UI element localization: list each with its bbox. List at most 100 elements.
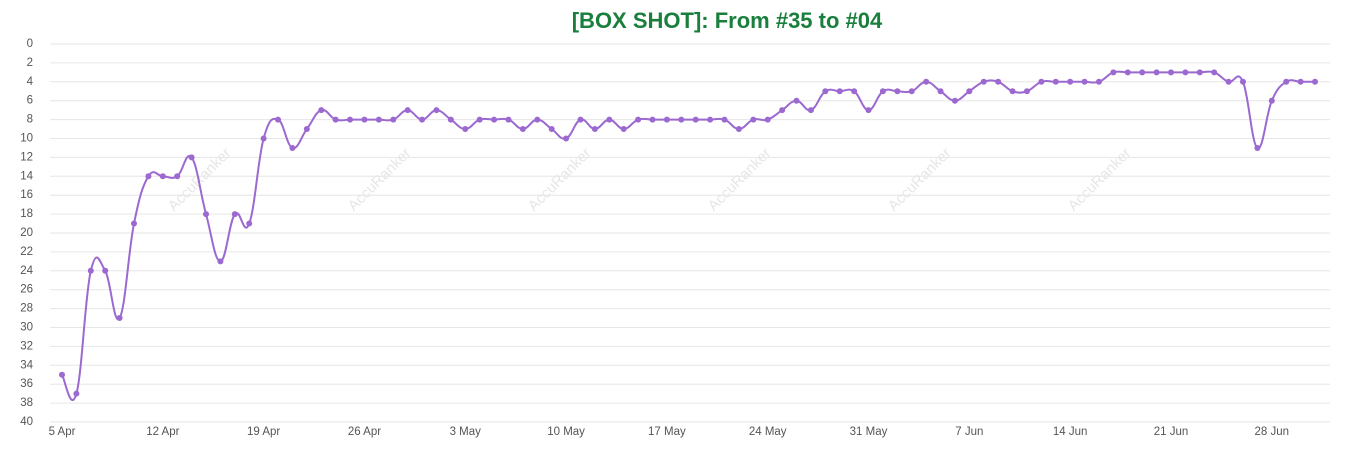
y-tick-label: 38 (20, 397, 33, 409)
point (1153, 69, 1160, 76)
point (692, 116, 699, 123)
point (347, 116, 354, 123)
x-tick-label: 7 Jun (955, 426, 983, 438)
point (491, 116, 498, 123)
point (404, 107, 411, 114)
point (577, 116, 584, 123)
point (879, 88, 886, 95)
watermark: AccuRanker (1065, 145, 1135, 215)
point (966, 88, 973, 95)
point (606, 116, 613, 123)
point (275, 116, 282, 123)
point (851, 88, 858, 95)
point (822, 88, 829, 95)
point (231, 211, 238, 218)
point (865, 107, 872, 114)
point (462, 126, 469, 133)
point (534, 116, 541, 123)
y-tick-label: 22 (20, 246, 33, 258)
y-tick-label: 40 (20, 416, 33, 428)
point (505, 116, 512, 123)
x-tick-label: 28 Jun (1255, 426, 1290, 438)
point (1254, 144, 1261, 151)
y-tick-label: 0 (27, 38, 33, 50)
y-tick-label: 18 (20, 208, 33, 220)
point (548, 126, 555, 133)
y-tick-label: 16 (20, 189, 33, 201)
x-tick-label: 31 May (850, 426, 888, 438)
point (563, 135, 570, 142)
point (1139, 69, 1146, 76)
point (591, 126, 598, 133)
point (1211, 69, 1218, 76)
y-tick-label: 20 (20, 227, 33, 239)
point (260, 135, 267, 142)
point (635, 116, 642, 123)
point (721, 116, 728, 123)
point (1225, 78, 1232, 85)
point (419, 116, 426, 123)
point (995, 78, 1002, 85)
point (894, 88, 901, 95)
point (836, 88, 843, 95)
point (1038, 78, 1045, 85)
y-tick-label: 14 (20, 170, 33, 182)
x-tick-label: 21 Jun (1154, 426, 1189, 438)
point (159, 173, 166, 180)
point (793, 97, 800, 104)
watermark: AccuRanker (165, 145, 235, 215)
point (764, 116, 771, 123)
y-tick-label: 28 (20, 303, 33, 315)
point (375, 116, 382, 123)
point (1110, 69, 1117, 76)
point (1283, 78, 1290, 85)
point (476, 116, 483, 123)
point (1239, 78, 1246, 85)
point (735, 126, 742, 133)
point (332, 116, 339, 123)
point (188, 154, 195, 161)
point (1081, 78, 1088, 85)
point (1023, 88, 1030, 95)
point (750, 116, 757, 123)
y-tick-label: 6 (27, 95, 33, 107)
x-tick-label: 26 Apr (348, 426, 381, 438)
y-tick-label: 36 (20, 378, 33, 390)
watermark: AccuRanker (885, 145, 955, 215)
point (908, 88, 915, 95)
point (116, 315, 123, 322)
y-tick-label: 10 (20, 133, 33, 145)
y-tick-label: 30 (20, 322, 33, 334)
point (1095, 78, 1102, 85)
point (707, 116, 714, 123)
point (1312, 78, 1318, 85)
point (1009, 88, 1016, 95)
x-tick-label: 5 Apr (49, 426, 76, 438)
point (131, 220, 138, 227)
point (1167, 69, 1174, 76)
line (61, 70, 1315, 401)
point (203, 211, 210, 218)
point (779, 107, 786, 114)
watermark: AccuRanker (705, 145, 775, 215)
x-tick-label: 12 Apr (146, 426, 179, 438)
point (519, 126, 526, 133)
y-tick-label: 2 (27, 57, 33, 69)
point (620, 126, 627, 133)
point (102, 267, 109, 274)
point (447, 116, 454, 123)
point (951, 97, 958, 104)
point (433, 107, 440, 114)
x-tick-label: 10 May (547, 426, 585, 438)
point (1067, 78, 1074, 85)
point (937, 88, 944, 95)
point (390, 116, 397, 123)
point (303, 126, 310, 133)
point (1124, 69, 1131, 76)
watermark: AccuRanker (345, 145, 415, 215)
point (1182, 69, 1189, 76)
point (59, 371, 65, 378)
point (318, 107, 325, 114)
point (663, 116, 670, 123)
